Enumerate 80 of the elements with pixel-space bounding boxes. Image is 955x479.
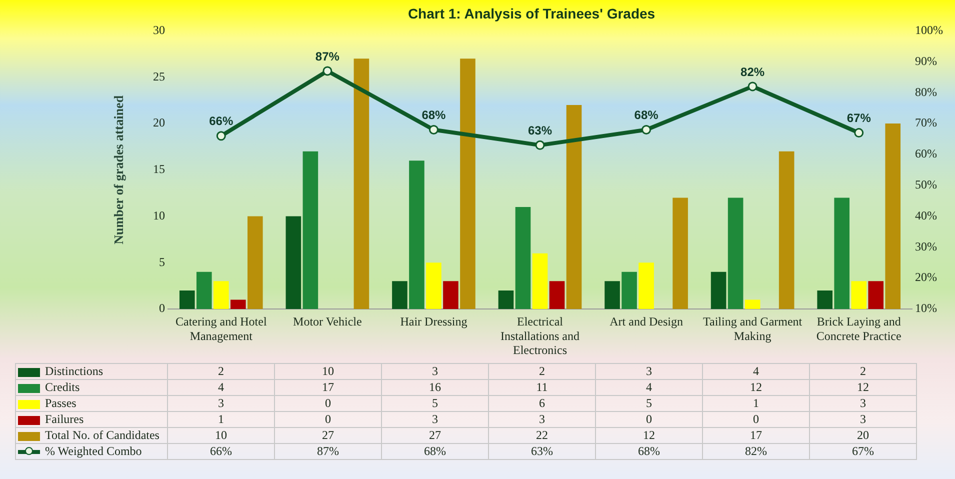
x-tick-label: Art and Design [610,314,683,328]
data-label: 17 [274,380,382,396]
text: 68% [634,108,658,122]
data-label: 1 [168,412,274,428]
legend-label: Total No. of Candidates [16,428,168,444]
text: 63% [528,123,552,138]
data-label: 12 [810,380,916,396]
data-label: 67% [810,444,916,460]
y2-tick-label: 70% [915,116,937,130]
y-tick-label: 25 [153,69,165,84]
data-label: 0 [702,412,810,428]
data-label: 3 [382,364,488,380]
data-label: 22 [488,428,596,444]
data-label: 3 [382,412,488,428]
y-tick-label: 0 [159,301,165,316]
data-label: 3 [488,412,596,428]
data-label: 2 [488,364,596,380]
data-label: 0 [596,412,702,428]
data-label: 27 [382,428,488,444]
data-label: 82% [702,444,810,460]
x-tick-label: Motor Vehicle [293,314,362,328]
data-label: 3 [596,364,702,380]
y2-tick-label: 90% [915,54,937,68]
data-label: 4 [596,380,702,396]
data-label: 11 [488,380,596,396]
data-label: 27 [274,428,382,444]
x-tick-label: Brick Laying and Concrete Practice [816,314,902,343]
data-label: 68% [382,444,488,460]
legend-label: Passes [16,396,168,412]
data-label: 10 [274,364,382,380]
legend-label: % Weighted Combo [16,444,168,460]
data-label: 3 [810,396,916,412]
text: 67% [846,111,871,126]
legend-label: Credits [16,380,168,396]
data-label: 12 [702,380,810,396]
text: 68% [422,108,446,122]
x-tick-label: Tailing and Garment Making [703,314,803,343]
y-axis-title: Number of grades attained [111,94,126,244]
data-label: 16 [382,380,488,396]
y2-tick-label: 30% [915,239,937,254]
x-tick-label: Electrical Installations and Electronics [500,314,580,358]
y2-tick-label: 50% [915,178,937,192]
text: 66% [209,114,234,128]
legend-label: Distinctions [16,364,168,380]
x-tick-label: Hair Dressing [400,314,468,328]
y2-tick-label: 10% [915,301,937,316]
data-label: 4 [702,364,810,380]
data-label: 2 [810,364,916,380]
text: 82% [740,64,765,79]
y2-tick-label: 80% [915,84,937,99]
y-tick-label: 10 [153,208,165,222]
text: 87% [315,49,340,64]
data-label: 6 [488,396,596,412]
data-label: 2 [168,364,274,380]
data-label: 3 [168,396,274,412]
legend-label: Failures [16,412,168,428]
y2-tick-label: 100% [915,22,943,37]
data-label: 1 [702,396,810,412]
y-tick-label: 5 [159,254,165,269]
chart-title: Chart 1: Analysis of Trainees' Grades [408,5,656,22]
data-label: 68% [596,444,702,460]
data-label: 3 [810,412,916,428]
y-tick-label: 30 [153,22,165,37]
y-tick-label: 20 [153,116,165,130]
x-tick-label: Catering and Hotel Management [175,314,268,343]
data-label: 17 [702,428,810,444]
y-tick-label: 15 [153,162,165,176]
data-label: 12 [596,428,702,444]
data-label: 63% [488,444,596,460]
data-label: 5 [596,396,702,412]
data-label: 0 [274,412,382,428]
data-label: 0 [274,396,382,412]
y2-tick-label: 60% [915,146,937,161]
data-label: 87% [274,444,382,460]
y2-tick-label: 40% [915,208,937,222]
data-label: 5 [382,396,488,412]
data-label: 4 [168,380,274,396]
data-label: 20 [810,428,916,444]
data-label: 66% [168,444,274,460]
y2-tick-label: 20% [915,270,937,284]
